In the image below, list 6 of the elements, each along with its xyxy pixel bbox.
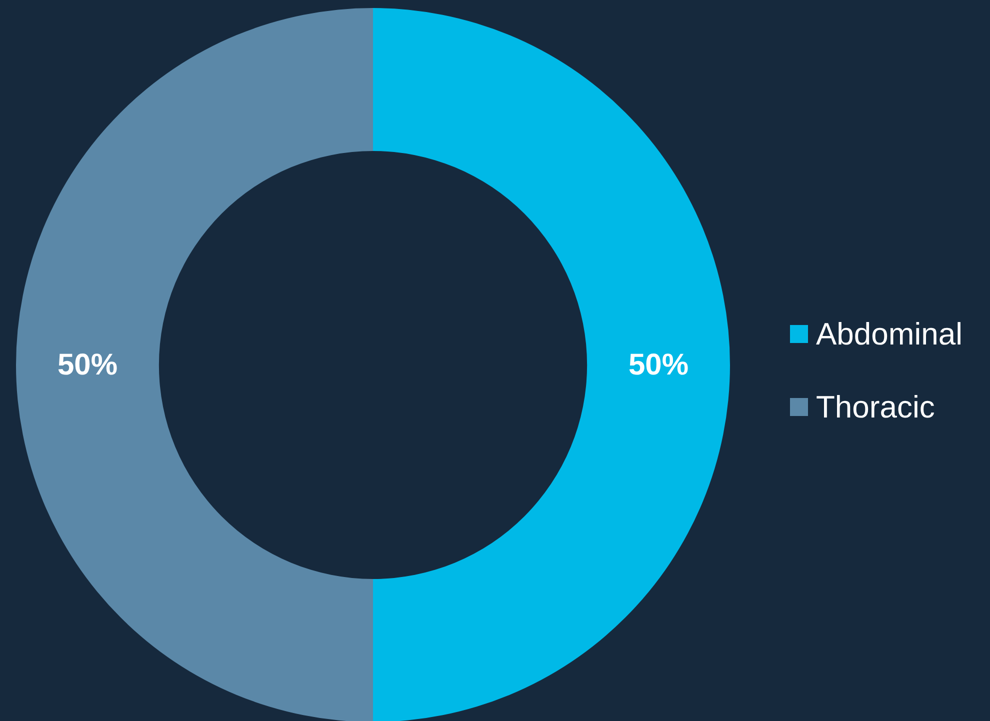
legend-label: Abdominal xyxy=(816,316,962,352)
donut-slice xyxy=(16,8,373,721)
data-label: 50% xyxy=(57,348,118,382)
donut-slice xyxy=(373,8,730,721)
legend-label: Thoracic xyxy=(816,390,935,424)
data-label: 50% xyxy=(628,348,689,382)
